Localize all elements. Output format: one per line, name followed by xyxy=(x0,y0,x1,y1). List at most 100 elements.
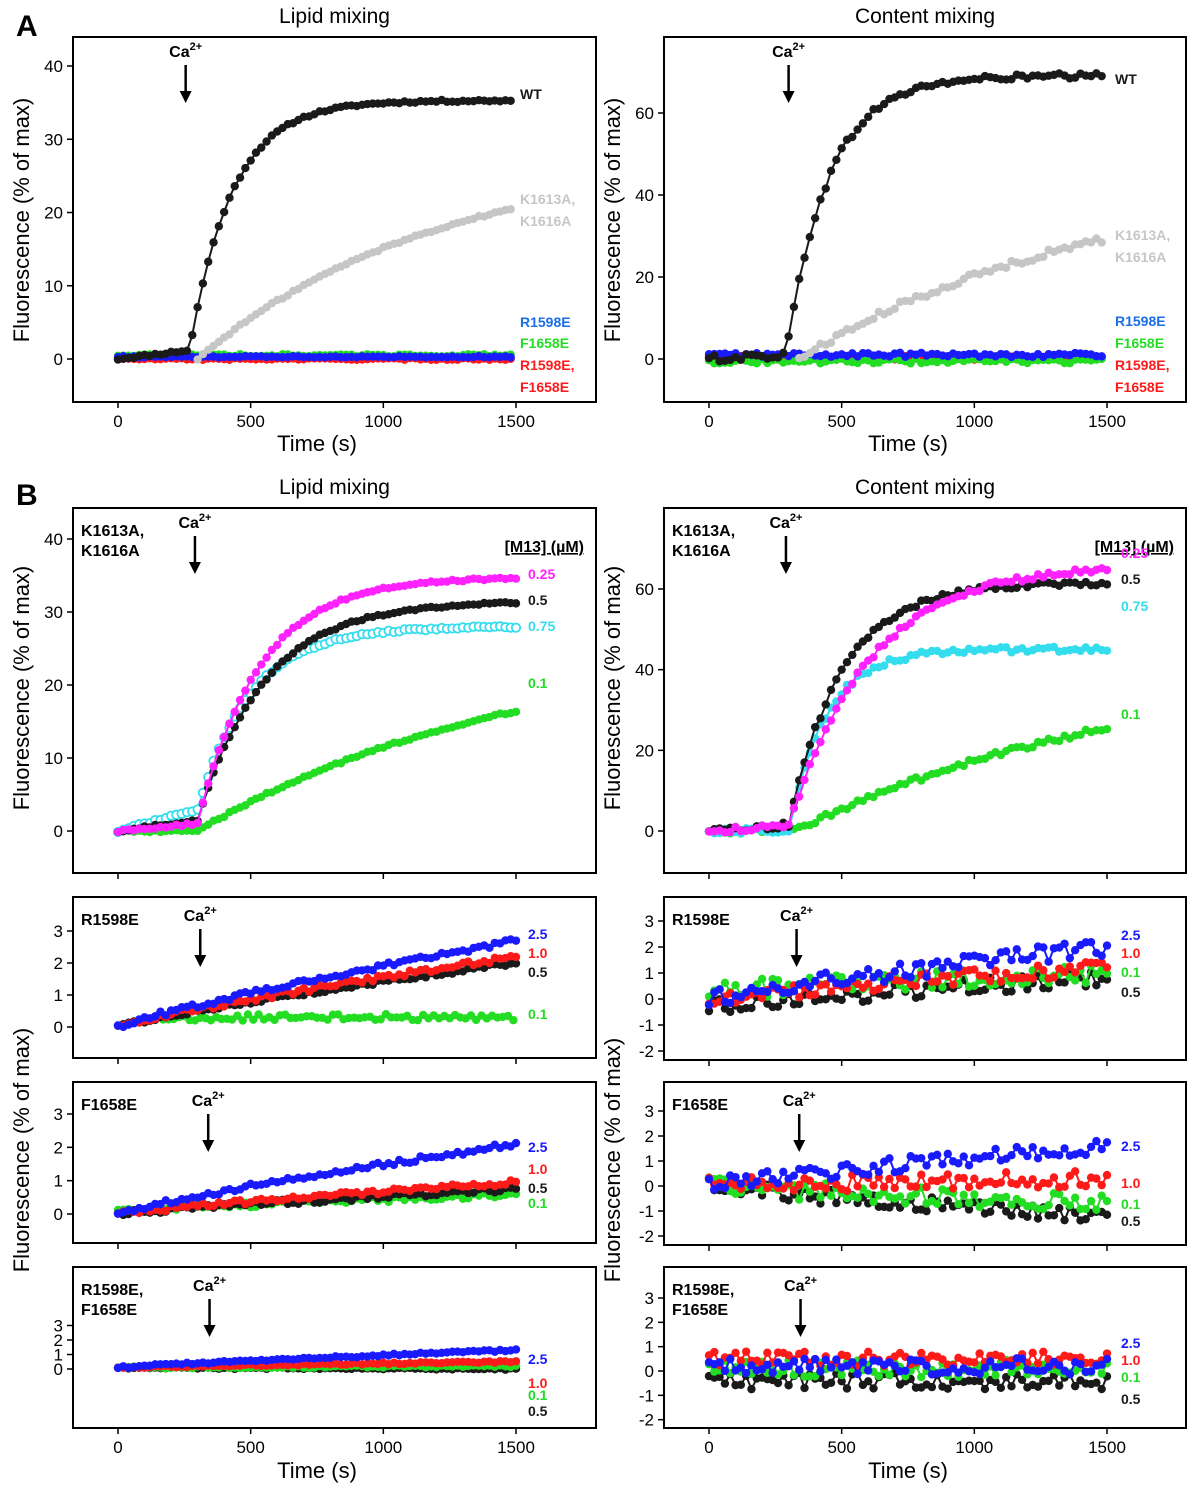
series-label: R1598E, F1658E xyxy=(520,357,574,395)
data-point xyxy=(869,1161,878,1171)
data-point xyxy=(922,1182,931,1192)
series-label: 0.1 xyxy=(1121,706,1141,722)
data-point xyxy=(1001,1168,1011,1177)
data-point xyxy=(890,632,899,641)
data-point xyxy=(485,958,494,968)
x-axis-label: Time (s) xyxy=(868,431,948,456)
series-label: 2.5 xyxy=(1121,1335,1141,1351)
y-axis-label: Fluorescence (% of max) xyxy=(600,98,625,343)
data-point xyxy=(917,1170,926,1179)
calcium-label: Ca2+ xyxy=(769,512,802,532)
calcium-arrowhead xyxy=(794,1325,807,1337)
data-point xyxy=(789,302,799,312)
data-point xyxy=(810,976,820,986)
data-point xyxy=(1081,1181,1090,1191)
data-point xyxy=(789,803,799,813)
data-point xyxy=(837,1377,846,1386)
y-tick-label: 1 xyxy=(645,1338,654,1357)
data-point xyxy=(810,345,820,354)
data-point xyxy=(864,1189,873,1198)
data-point xyxy=(842,686,852,695)
data-point xyxy=(917,1372,926,1382)
data-point xyxy=(757,974,767,984)
series-label: 2.5 xyxy=(528,1139,548,1155)
data-point xyxy=(368,976,377,986)
calcium-label: Ca2+ xyxy=(184,905,217,925)
data-point xyxy=(1028,575,1037,584)
data-point xyxy=(1049,973,1059,982)
y-tick-label: 0 xyxy=(645,822,654,841)
data-point xyxy=(1070,1167,1080,1176)
y-tick-label: -2 xyxy=(639,1227,654,1246)
data-point xyxy=(853,642,862,651)
data-point xyxy=(204,779,213,788)
data-point xyxy=(254,1010,263,1019)
data-point xyxy=(1023,1180,1032,1189)
data-point xyxy=(720,978,730,988)
data-point xyxy=(1092,981,1101,990)
data-point xyxy=(848,679,857,689)
data-point xyxy=(511,959,521,968)
data-point xyxy=(996,1352,1006,1361)
data-point xyxy=(763,987,772,997)
calcium-label: Ca2+ xyxy=(193,1275,226,1295)
data-point xyxy=(837,973,846,982)
data-point xyxy=(858,661,868,671)
data-point xyxy=(848,650,857,660)
data-point xyxy=(821,1169,830,1178)
data-point xyxy=(511,707,521,716)
calcium-label: Ca2+ xyxy=(784,1275,817,1295)
data-point xyxy=(810,749,820,758)
data-point xyxy=(1060,939,1069,948)
chart-title: Lipid mixing xyxy=(279,5,390,28)
data-point xyxy=(511,936,521,945)
data-point xyxy=(1044,957,1053,966)
series-WT xyxy=(113,95,515,364)
series-label: 0.5 xyxy=(1121,1213,1141,1229)
series-label: R1598E xyxy=(520,314,571,330)
data-point xyxy=(816,1199,825,1208)
data-point xyxy=(911,602,921,612)
data-point xyxy=(959,1173,968,1183)
data-point xyxy=(810,1354,820,1364)
series-2.5 xyxy=(113,935,521,1032)
x-axis-label: Time (s) xyxy=(868,1458,948,1483)
data-point xyxy=(715,1372,724,1382)
y-tick-label: 20 xyxy=(44,204,63,223)
data-point xyxy=(1097,958,1106,967)
data-point xyxy=(954,1200,963,1209)
series-label: 2.5 xyxy=(528,926,548,942)
data-point xyxy=(1065,962,1075,971)
data-point xyxy=(1044,1179,1053,1188)
data-point xyxy=(800,1347,809,1357)
data-point xyxy=(262,137,271,146)
data-point xyxy=(959,1152,968,1161)
data-point xyxy=(932,977,942,986)
data-point xyxy=(970,1358,979,1367)
data-point xyxy=(219,207,229,217)
data-point xyxy=(832,1355,841,1364)
mutant-tag: K1613A, K1616A xyxy=(81,523,144,560)
data-point xyxy=(970,1190,979,1199)
data-point xyxy=(932,957,942,966)
y-tick-label: 0 xyxy=(645,990,654,1009)
data-point xyxy=(906,973,915,982)
x-tick-label: 0 xyxy=(704,412,713,431)
data-point xyxy=(864,112,873,122)
data-point xyxy=(864,1377,873,1386)
y-tick-label: 3 xyxy=(54,1105,63,1124)
series-label: 0.1 xyxy=(1121,964,1141,980)
data-point xyxy=(911,981,921,991)
series-label: 0.1 xyxy=(528,1006,548,1022)
data-point xyxy=(1033,1214,1043,1223)
data-point xyxy=(773,976,783,985)
data-point xyxy=(731,1348,740,1358)
data-point xyxy=(1049,1173,1059,1182)
plot-frame xyxy=(663,1266,1187,1429)
data-point xyxy=(943,1384,952,1393)
series-label: 2.5 xyxy=(1121,1138,1141,1154)
y-tick-label: -1 xyxy=(639,1016,654,1035)
data-point xyxy=(810,722,820,732)
series-label: 0.5 xyxy=(528,964,548,980)
